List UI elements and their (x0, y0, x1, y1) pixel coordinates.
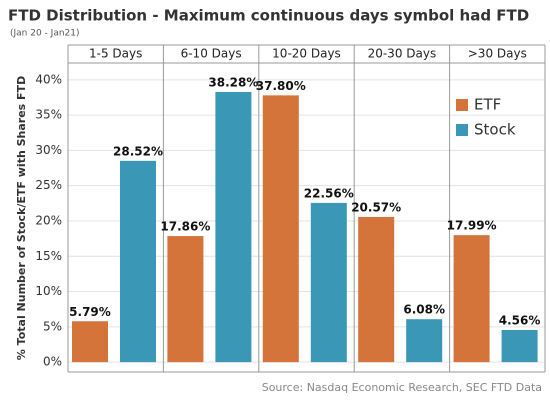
bar (167, 236, 204, 363)
chart-subtitle: (Jan 20 - Jan21) (10, 29, 80, 39)
value-label: 17.86% (160, 220, 210, 234)
y-tick-label: 30% (35, 143, 62, 157)
bar (262, 95, 299, 363)
bar (215, 91, 252, 363)
y-tick-label: 35% (35, 108, 62, 122)
value-label: 17.99% (447, 219, 497, 233)
y-tick-label: 10% (35, 284, 62, 298)
y-axis-title: % Total Number of Stock/ETF with Shares … (15, 76, 28, 360)
value-label: 6.08% (403, 303, 445, 317)
legend-label: Stock (474, 121, 516, 139)
legend-swatch (456, 124, 468, 136)
value-label: 20.57% (351, 200, 401, 214)
chart-title: FTD Distribution - Maximum continuous da… (8, 7, 529, 25)
y-tick-label: 20% (35, 213, 62, 227)
legend-swatch (456, 99, 468, 111)
value-label: 4.56% (499, 313, 541, 327)
bar (406, 319, 443, 363)
facet-header: 20-30 Days (368, 47, 437, 61)
facet-header: 10-20 Days (272, 47, 341, 61)
bar (310, 202, 347, 363)
value-label: 22.56% (304, 186, 354, 200)
legend-label: ETF (474, 96, 501, 114)
bar (72, 321, 108, 363)
y-tick-label: 25% (35, 178, 62, 192)
value-label: 28.52% (113, 144, 163, 158)
facet-header: >30 Days (468, 47, 527, 61)
y-tick-label: 40% (35, 72, 62, 86)
y-tick-label: 0% (43, 355, 62, 369)
value-label: 38.28% (208, 75, 258, 89)
value-label: 5.79% (69, 305, 111, 319)
bar (358, 216, 395, 363)
value-label: 37.80% (256, 79, 306, 93)
bar (501, 329, 538, 363)
facet-header: 1-5 Days (89, 47, 142, 61)
source-note: Source: Nasdaq Economic Research, SEC FT… (262, 381, 542, 394)
bar (120, 160, 156, 363)
y-tick-label: 15% (35, 249, 62, 263)
facet-header: 6-10 Days (181, 47, 242, 61)
bar (453, 235, 490, 363)
y-tick-label: 5% (43, 319, 62, 333)
